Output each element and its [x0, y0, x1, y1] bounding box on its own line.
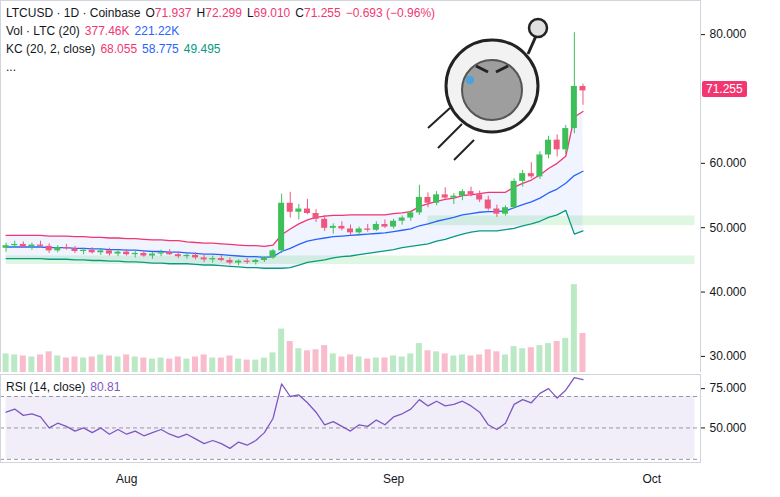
svg-text:50.000: 50.000 [710, 421, 747, 435]
svg-text:30.000: 30.000 [710, 349, 747, 363]
html-text:KC (20, 2, close) 68.055 58.77: KC (20, 2, close) 68.055 58.775 49.495 [6, 42, 221, 56]
svg-text:Sep: Sep [383, 472, 405, 486]
svg-text:80.000: 80.000 [710, 27, 747, 41]
html-text:RSI (14, close) 80.81: RSI (14, close) 80.81 [6, 380, 121, 394]
svg-text:Oct: Oct [643, 472, 662, 486]
html-text:Vol · LTC (20) 377.46K 221.22K: Vol · LTC (20) 377.46K 221.22K [6, 24, 180, 38]
svg-text:40.000: 40.000 [710, 285, 747, 299]
html-text:71.255: 71.255 [706, 82, 743, 97]
html-text:LTCUSD · 1D · Coinbase O 71.93: LTCUSD · 1D · Coinbase O 71.937 H 72.299… [6, 6, 436, 20]
svg-text:75.000: 75.000 [710, 381, 747, 395]
svg-text:60.000: 60.000 [710, 156, 747, 170]
svg-text:Aug: Aug [116, 472, 137, 486]
svg-text:50.000: 50.000 [710, 221, 747, 235]
